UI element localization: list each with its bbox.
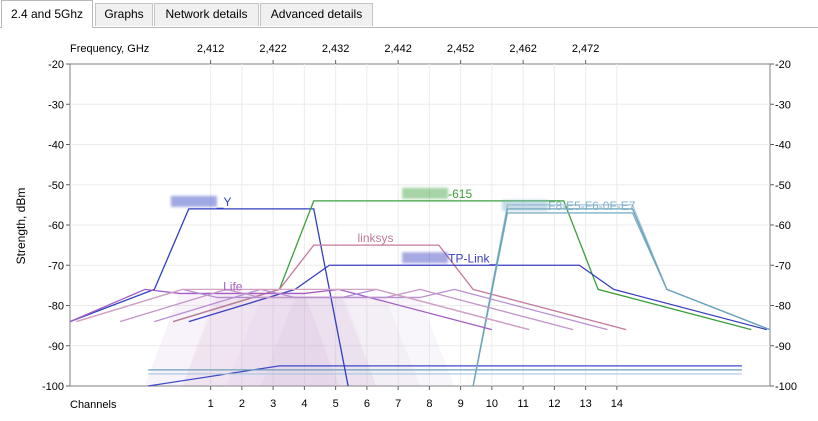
y-tick-label-right: -30: [775, 99, 791, 111]
frequency-tick-label: 2,442: [384, 43, 412, 55]
axes: -20 -20 -30 -30 -40 -40 -50 -50 -60 -60 -70 -70 -80 -…: [42, 43, 797, 410]
tab-graphs[interactable]: Graphs: [95, 3, 153, 26]
tab-bar: 2.4 and 5Ghz Graphs Network details Adva…: [0, 0, 818, 28]
network-fill: [182, 297, 377, 386]
y-axis-label: Strength, dBm: [14, 188, 28, 265]
channel-tick-label: 3: [270, 398, 276, 410]
tab-network-details[interactable]: Network details: [154, 3, 259, 26]
frequency-tick-label: 2,472: [572, 43, 600, 55]
channel-tick-label: 9: [458, 398, 464, 410]
network-label: linksys: [358, 231, 394, 245]
network-fill: [226, 297, 420, 386]
channel-tick-label: 13: [580, 398, 592, 410]
channel-tick-label: 8: [426, 398, 432, 410]
y-tick-label-left: -50: [48, 180, 64, 192]
network-label: -615: [448, 187, 472, 201]
tab-advanced-details[interactable]: Advanced details: [260, 3, 373, 26]
y-tick-label-right: -90: [775, 341, 791, 353]
y-tick-label-left: -30: [48, 99, 64, 111]
channel-tick-label: 1: [208, 398, 214, 410]
frequency-axis-label: Frequency, GHz: [70, 43, 149, 55]
network-curve: [188, 264, 768, 331]
y-tick-label-right: -70: [775, 260, 791, 272]
network-fill: [145, 293, 339, 386]
channel-tick-label: 11: [517, 398, 528, 410]
tab-2-4-and-5ghz[interactable]: 2.4 and 5Ghz: [1, 0, 93, 28]
y-tick-label-left: -80: [48, 301, 64, 313]
y-tick-label-left: -100: [42, 381, 64, 393]
channel-tick-label: 7: [395, 398, 401, 410]
channel-tick-label: 12: [548, 398, 560, 410]
channel-tick-label: 14: [611, 398, 623, 410]
network-curves: [69, 200, 771, 387]
y-tick-label-left: -90: [48, 341, 64, 353]
frequency-tick-label: 2,422: [259, 43, 287, 55]
frequency-tick-label: 2,452: [447, 43, 475, 55]
frequency-tick-label: 2,412: [197, 43, 225, 55]
y-tick-label-right: -50: [775, 180, 791, 192]
channel-tick-label: 10: [486, 398, 498, 410]
redacted-ssid: [402, 187, 449, 199]
channel-tick-label: 5: [333, 398, 339, 410]
frequency-tick-label: 2,462: [509, 43, 537, 55]
network-curve: [154, 288, 608, 331]
y-tick-label-right: -100: [775, 381, 797, 393]
network-labels: _Y -615 linksys TP-Link_ F8-E5-F6-0F-E7 Life: [170, 187, 636, 293]
redacted-ssid: [502, 199, 549, 211]
background-network-curve: [148, 365, 742, 387]
redacted-ssid: [170, 195, 217, 207]
channel-tick-label: 6: [364, 398, 370, 410]
network-fills: [145, 289, 455, 386]
network-label: F8-E5-F6-0F-E7: [548, 199, 636, 213]
channel-tick-label: 2: [239, 398, 245, 410]
network-curve: [472, 208, 771, 387]
channels-axis-label: Channels: [70, 399, 117, 411]
network-label: Life: [223, 279, 243, 293]
network-curve: [76, 288, 530, 331]
y-tick-label-left: -20: [48, 59, 64, 71]
y-tick-label-left: -70: [48, 260, 64, 272]
channel-tick-label: 4: [301, 398, 307, 410]
signal-strength-chart: _Y-615linksysTP-Link_F8-E5-F6-0F-E7Life …: [14, 43, 797, 411]
y-tick-label-right: -40: [775, 140, 791, 152]
grid-lines: [70, 64, 770, 386]
y-tick-label-right: -60: [775, 220, 791, 232]
y-tick-label-right: -20: [775, 59, 791, 71]
y-tick-label-left: -60: [48, 220, 64, 232]
network-fill: [182, 289, 377, 386]
frequency-tick-label: 2,432: [322, 43, 350, 55]
y-tick-label-right: -80: [775, 301, 791, 313]
network-label: _Y: [216, 195, 232, 209]
redacted-ssid: [402, 252, 449, 264]
y-tick-label-left: -40: [48, 140, 64, 152]
network-fill: [260, 297, 455, 386]
network-curve: [172, 244, 627, 331]
network-label: TP-Link_: [448, 251, 496, 265]
